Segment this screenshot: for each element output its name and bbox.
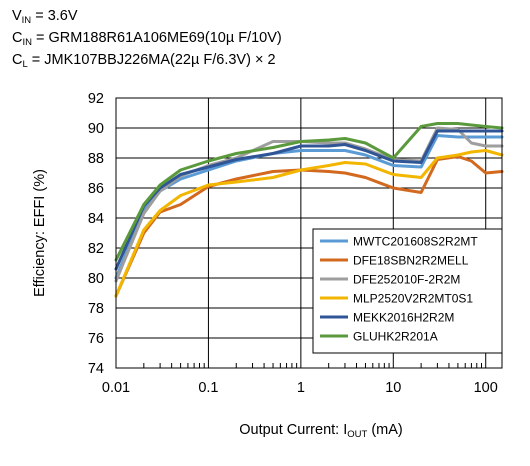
x-axis-label-main: Output Current: I: [239, 422, 347, 438]
x-tick-label: 0.01: [102, 380, 130, 396]
x-axis-label-subscript: OUT: [347, 429, 367, 440]
y-tick-label: 78: [88, 301, 104, 317]
condition-symbol: C: [12, 52, 23, 68]
series-line: [114, 129, 504, 271]
legend-label: MLP2520V2R2MT0S1: [353, 292, 473, 306]
condition-symbol: V: [12, 8, 22, 24]
series-line: [114, 134, 504, 280]
legend-label: MWTC201608S2R2MT: [353, 235, 478, 249]
condition-line: CL = JMK107BBJ226MA(22µ F/6.3V) × 2: [12, 50, 282, 72]
condition-value: = JMK107BBJ226MA(22µ F/6.3V) × 2: [27, 52, 276, 68]
y-tick-label: 88: [88, 151, 104, 167]
y-tick-label: 84: [88, 211, 104, 227]
y-axis-label: Efficiency: EFFI (%): [32, 169, 48, 297]
y-tick-label: 74: [88, 361, 104, 377]
x-tick-label: 0.1: [198, 380, 218, 396]
legend-label: DFE252010F-2R2M: [353, 273, 460, 287]
condition-value: = GRM188R61A106ME69(10µ F/10V): [31, 30, 282, 46]
x-axis-label: Output Current: IOUT (mA): [239, 422, 403, 440]
y-tick-labels: 74 76 78 80 82 84 86 88 90 92: [88, 91, 104, 377]
condition-subscript: IN: [22, 37, 32, 48]
y-tick-label: 80: [88, 271, 104, 287]
legend-box: [312, 228, 503, 354]
series-line: [114, 149, 504, 298]
condition-symbol: C: [12, 30, 23, 46]
x-axis-label-unit: (mA): [367, 422, 402, 438]
x-tick-label: 100: [474, 380, 498, 396]
y-tick-label: 82: [88, 241, 104, 257]
series-line: [114, 122, 504, 262]
condition-line: CIN = GRM188R61A106ME69(10µ F/10V): [12, 28, 282, 50]
condition-subscript: IN: [21, 15, 32, 26]
condition-value: = 3.6V: [31, 8, 78, 24]
series-lines: [114, 122, 504, 298]
legend-label: GLUHK2R201A: [353, 330, 438, 344]
legend: MWTC201608S2R2MT DFE18SBN2R2MELL DFE252010…: [312, 228, 503, 354]
test-conditions: VIN = 3.6V CIN = GRM188R61A106ME69(10µ F/…: [12, 6, 282, 72]
legend-label: MEKK2016H2R2M: [353, 311, 454, 325]
x-tick-label: 10: [385, 380, 401, 396]
series-line: [114, 155, 504, 298]
condition-line: VIN = 3.6V: [12, 6, 282, 28]
y-tick-label: 92: [88, 91, 104, 107]
y-tick-label: 86: [88, 181, 104, 197]
condition-subscript: L: [22, 59, 28, 70]
y-tick-label: 76: [88, 331, 104, 347]
x-tick-label: 1: [297, 380, 305, 396]
y-tick-label: 90: [88, 121, 104, 137]
x-tick-labels: 0.01 0.1 1 10 100: [102, 380, 498, 396]
minor-tick-marks: [143, 363, 482, 368]
legend-label: DFE18SBN2R2MELL: [353, 254, 469, 268]
